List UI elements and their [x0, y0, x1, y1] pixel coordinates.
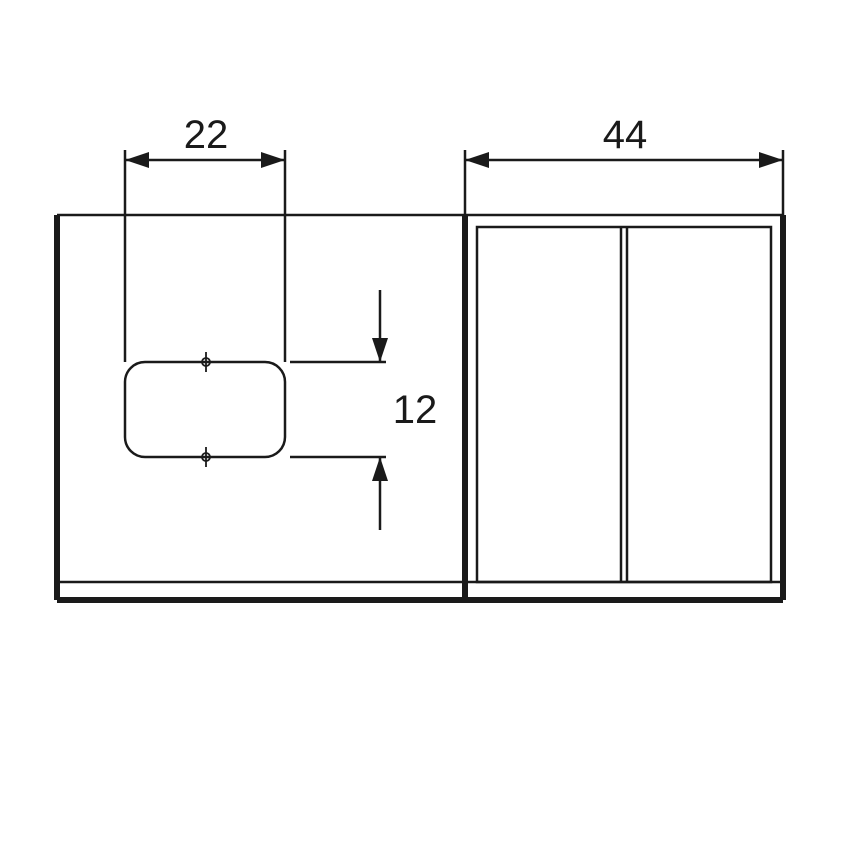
technical-drawing: 22 44 12	[0, 0, 850, 850]
dim-12-label: 12	[393, 388, 438, 432]
dim-12: 12	[290, 290, 437, 530]
screw-marks	[196, 352, 216, 467]
dim-22-label: 22	[184, 113, 229, 157]
dim-44: 44	[465, 113, 783, 215]
basin-cutout	[125, 362, 285, 457]
dim-22: 22	[125, 113, 285, 362]
dim-44-label: 44	[603, 113, 648, 157]
right-panel	[465, 215, 783, 600]
